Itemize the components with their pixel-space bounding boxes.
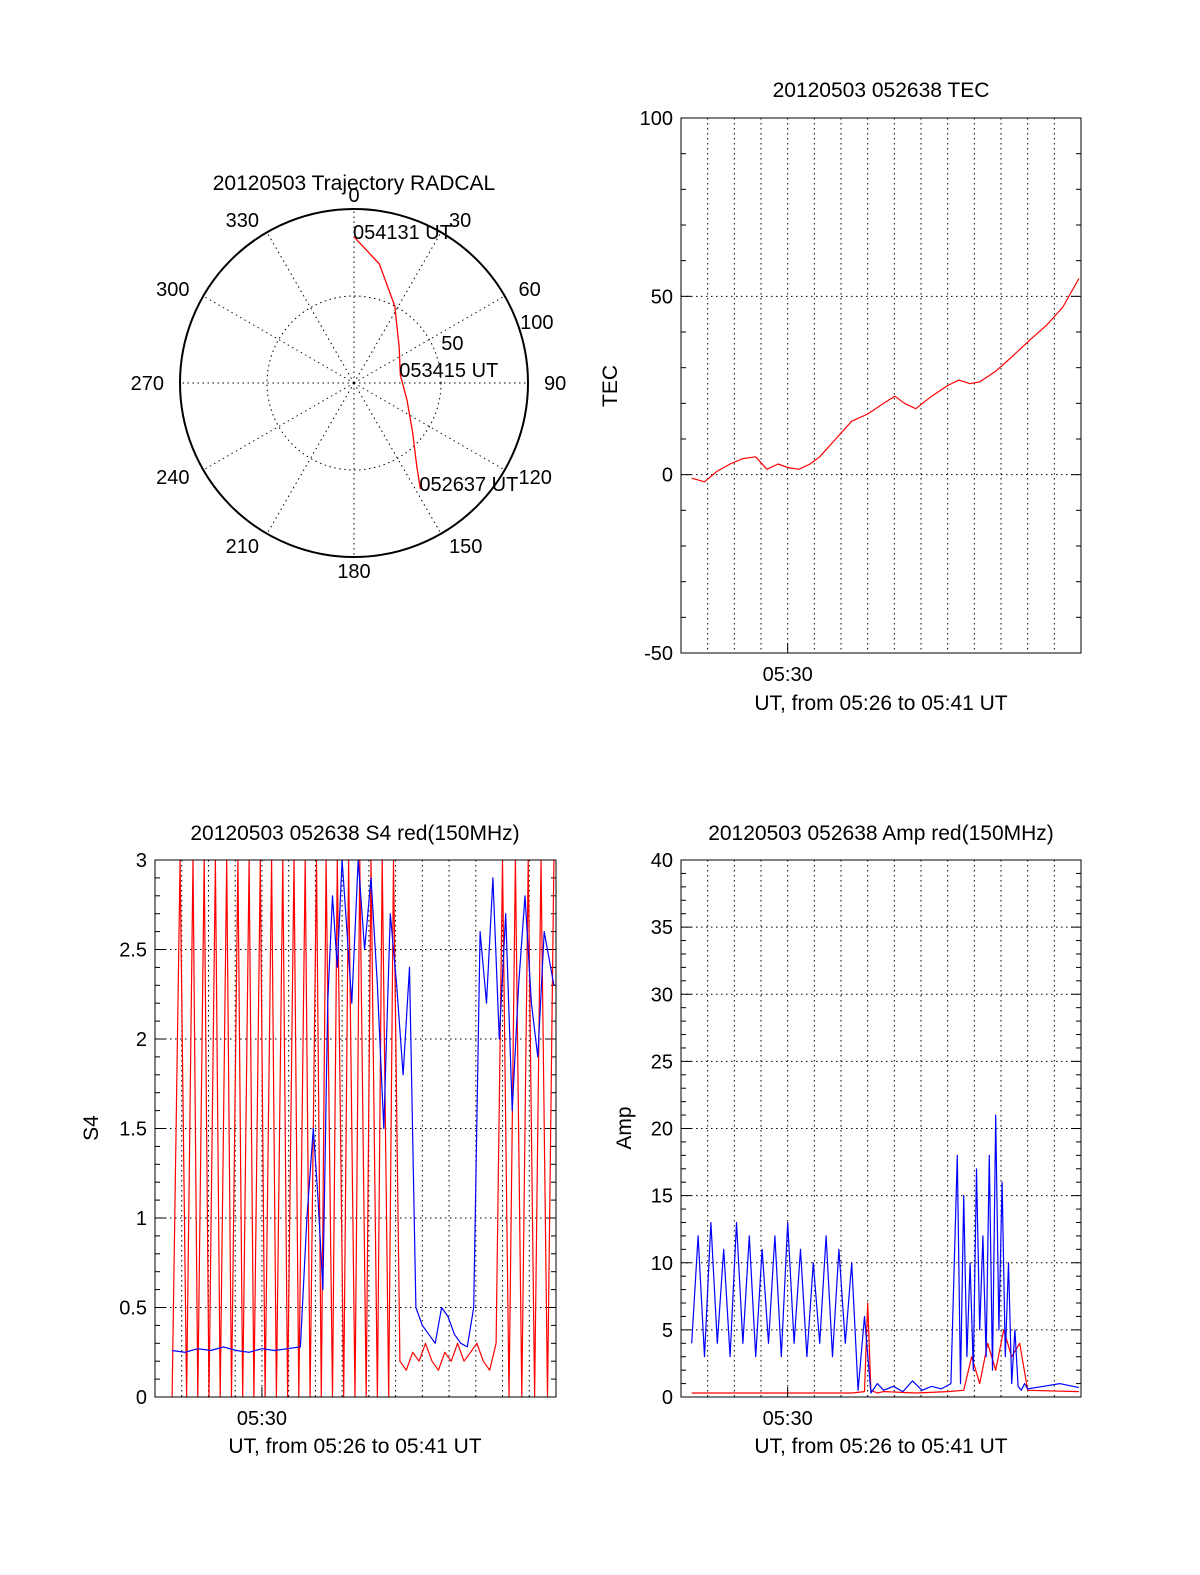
tec-xtick-label: 05:30: [763, 664, 813, 686]
s4-ylabel: S4: [80, 1115, 103, 1141]
amp-frame: [680, 859, 1082, 1398]
s4-title: 20120503 052638 S4 red(150MHz): [190, 822, 519, 845]
polar-spoke-5: [353, 382, 442, 534]
amp-ytick-label: 30: [651, 984, 673, 1006]
polar-azimuth-label: 330: [226, 210, 259, 232]
polar-labels: 0 30 60 90 120 150 180 210 240 270 300 330 50 100: [131, 185, 567, 583]
polar-azimuth-label: 30: [449, 210, 471, 232]
polar-outer-circle: [179, 208, 529, 558]
polar-azimuth-label: 120: [519, 467, 552, 489]
panel-s4: 20120503 052638 S4 red(150MHz) UT, from …: [80, 822, 557, 1458]
amp-ytick-label: 0: [662, 1387, 673, 1409]
trajectory-title: 20120503 Trajectory RADCAL: [213, 172, 496, 195]
polar-azimuth-label: 60: [519, 279, 541, 301]
amp-ytick-label: 5: [662, 1320, 673, 1342]
polar-spoke-11: [266, 232, 355, 384]
s4-ytick-label: 0: [136, 1387, 147, 1409]
s4-plot: 0 0.5 1 1.5 2 2.5 3 05:30: [119, 850, 557, 1430]
polar-spoke-1: [353, 232, 442, 384]
s4-ytick-label: 2.5: [119, 940, 147, 962]
amp-ytick-label: 10: [651, 1253, 673, 1275]
tec-ylabel: TEC: [599, 365, 622, 407]
amp-ytick-label: 20: [651, 1119, 673, 1141]
amp-ytick-label: 15: [651, 1186, 673, 1208]
polar-spoke-4: [353, 382, 505, 471]
polar-grid: [179, 208, 529, 558]
polar-spoke-7: [266, 382, 355, 534]
polar-azimuth-label: 0: [348, 185, 359, 207]
s4-xtick-label: 05:30: [237, 1408, 287, 1430]
amp-plot: 0 5 10 15 20 25 30 35 40 05:30: [651, 850, 1082, 1430]
polar-azimuth-label: 210: [226, 536, 259, 558]
s4-ytick-label: 0.5: [119, 1298, 147, 1320]
amp-ytick-label: 35: [651, 917, 673, 939]
amp-series-1: [691, 1114, 1080, 1394]
s4-ytick-label: 3: [136, 850, 147, 872]
tec-plot: -50 0 50 100 05:30: [640, 108, 1082, 686]
polar-azimuth-label: 180: [337, 561, 370, 583]
amp-xtick-label: 05:30: [763, 1408, 813, 1430]
s4-series-0: [171, 859, 555, 1398]
s4-ytick-label: 1.5: [119, 1119, 147, 1141]
polar-time-annotation: 053415 UT: [399, 360, 498, 382]
amp-ytick-label: 40: [651, 850, 673, 872]
polar-radial-label: 50: [441, 333, 463, 355]
tec-title: 20120503 052638 TEC: [773, 79, 990, 102]
tec-ytick-label: 50: [651, 286, 673, 308]
polar-spoke-8: [203, 382, 355, 471]
s4-ytick-label: 1: [136, 1208, 147, 1230]
tec-ytick-label: 0: [662, 465, 673, 487]
polar-time-annotation: 052637 UT: [419, 474, 518, 496]
polar-azimuth-label: 150: [449, 536, 482, 558]
polar-series: 054131 UT 053415 UT 052637 UT: [353, 222, 518, 496]
s4-ytick-label: 2: [136, 1029, 147, 1051]
amp-ylabel: Amp: [613, 1106, 636, 1149]
polar-trajectory-0: [353, 236, 422, 490]
tec-xlabel: UT, from 05:26 to 05:41 UT: [754, 692, 1007, 715]
polar-azimuth-label: 270: [131, 373, 164, 395]
tec-ytick-label: 100: [640, 108, 673, 130]
polar-inner-circle: [266, 295, 442, 471]
s4-series-1: [172, 859, 555, 1353]
amp-title: 20120503 052638 Amp red(150MHz): [708, 822, 1054, 845]
panel-tec: 20120503 052638 TEC UT, from 05:26 to 05…: [599, 79, 1082, 715]
s4-xlabel: UT, from 05:26 to 05:41 UT: [228, 1435, 481, 1458]
tec-series-0: [691, 278, 1080, 483]
tec-ytick-label: -50: [644, 643, 673, 665]
polar-spoke-10: [203, 295, 355, 384]
tec-frame: [680, 117, 1082, 654]
amp-xlabel: UT, from 05:26 to 05:41 UT: [754, 1435, 1007, 1458]
polar-azimuth-label: 90: [544, 373, 566, 395]
panel-amp: 20120503 052638 Amp red(150MHz) UT, from…: [613, 822, 1082, 1458]
polar-azimuth-label: 240: [156, 467, 189, 489]
amp-series-0: [691, 1302, 1079, 1394]
polar-spoke-2: [353, 295, 505, 384]
panel-trajectory: 20120503 Trajectory RADCAL 0 30 60 90 120 150…: [131, 172, 567, 583]
s4-frame: [154, 859, 557, 1398]
amp-ytick-label: 25: [651, 1051, 673, 1073]
polar-azimuth-label: 300: [156, 279, 189, 301]
polar-radial-label: 100: [520, 312, 553, 334]
polar-time-annotation: 054131 UT: [353, 222, 452, 244]
